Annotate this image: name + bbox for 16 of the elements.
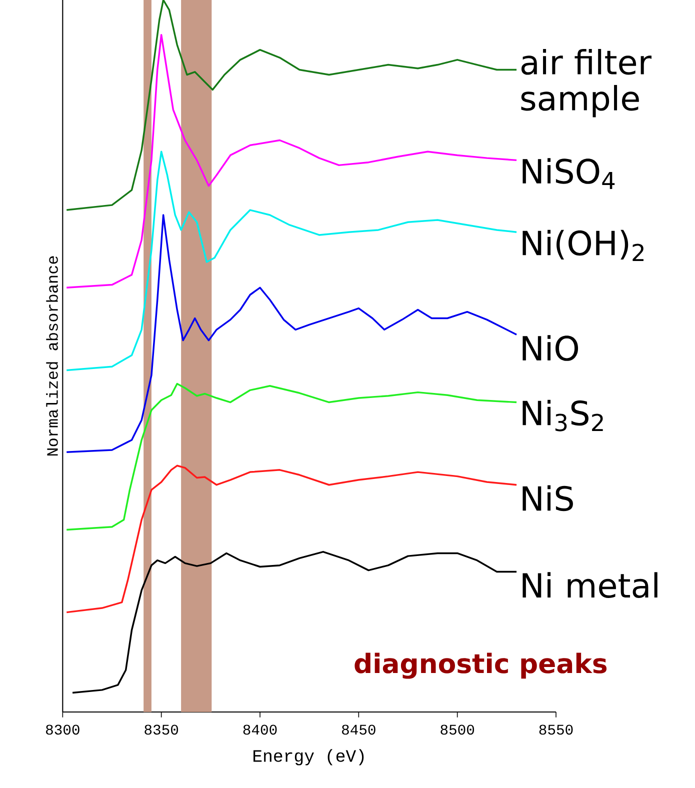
series-label: Ni$_{3}$S$_{2}$ — [522, 400, 604, 432]
y-axis-title: Normalized absorbance — [46, 256, 58, 456]
x-tick-label: 8400 — [244, 724, 277, 735]
series-label: NiS — [522, 485, 574, 512]
series-label: Ni metal — [522, 572, 658, 598]
annotation: diagnostic peaks — [354, 652, 607, 679]
x-tick-label: 8450 — [342, 724, 376, 735]
series-label: NiSO$_{4}$ — [522, 158, 615, 189]
series-label: Ni(OH)$_{2}$ — [522, 230, 644, 262]
x-axis-title: Energy (eV) — [254, 749, 364, 766]
x-tick-label: 8500 — [440, 724, 474, 735]
series-label: NiO — [522, 335, 578, 361]
x-tick-label: 8550 — [540, 724, 573, 735]
series-label: air filter sample — [521, 48, 652, 118]
x-tick-label: 8350 — [144, 724, 178, 735]
x-tick-label: 8300 — [46, 724, 80, 735]
